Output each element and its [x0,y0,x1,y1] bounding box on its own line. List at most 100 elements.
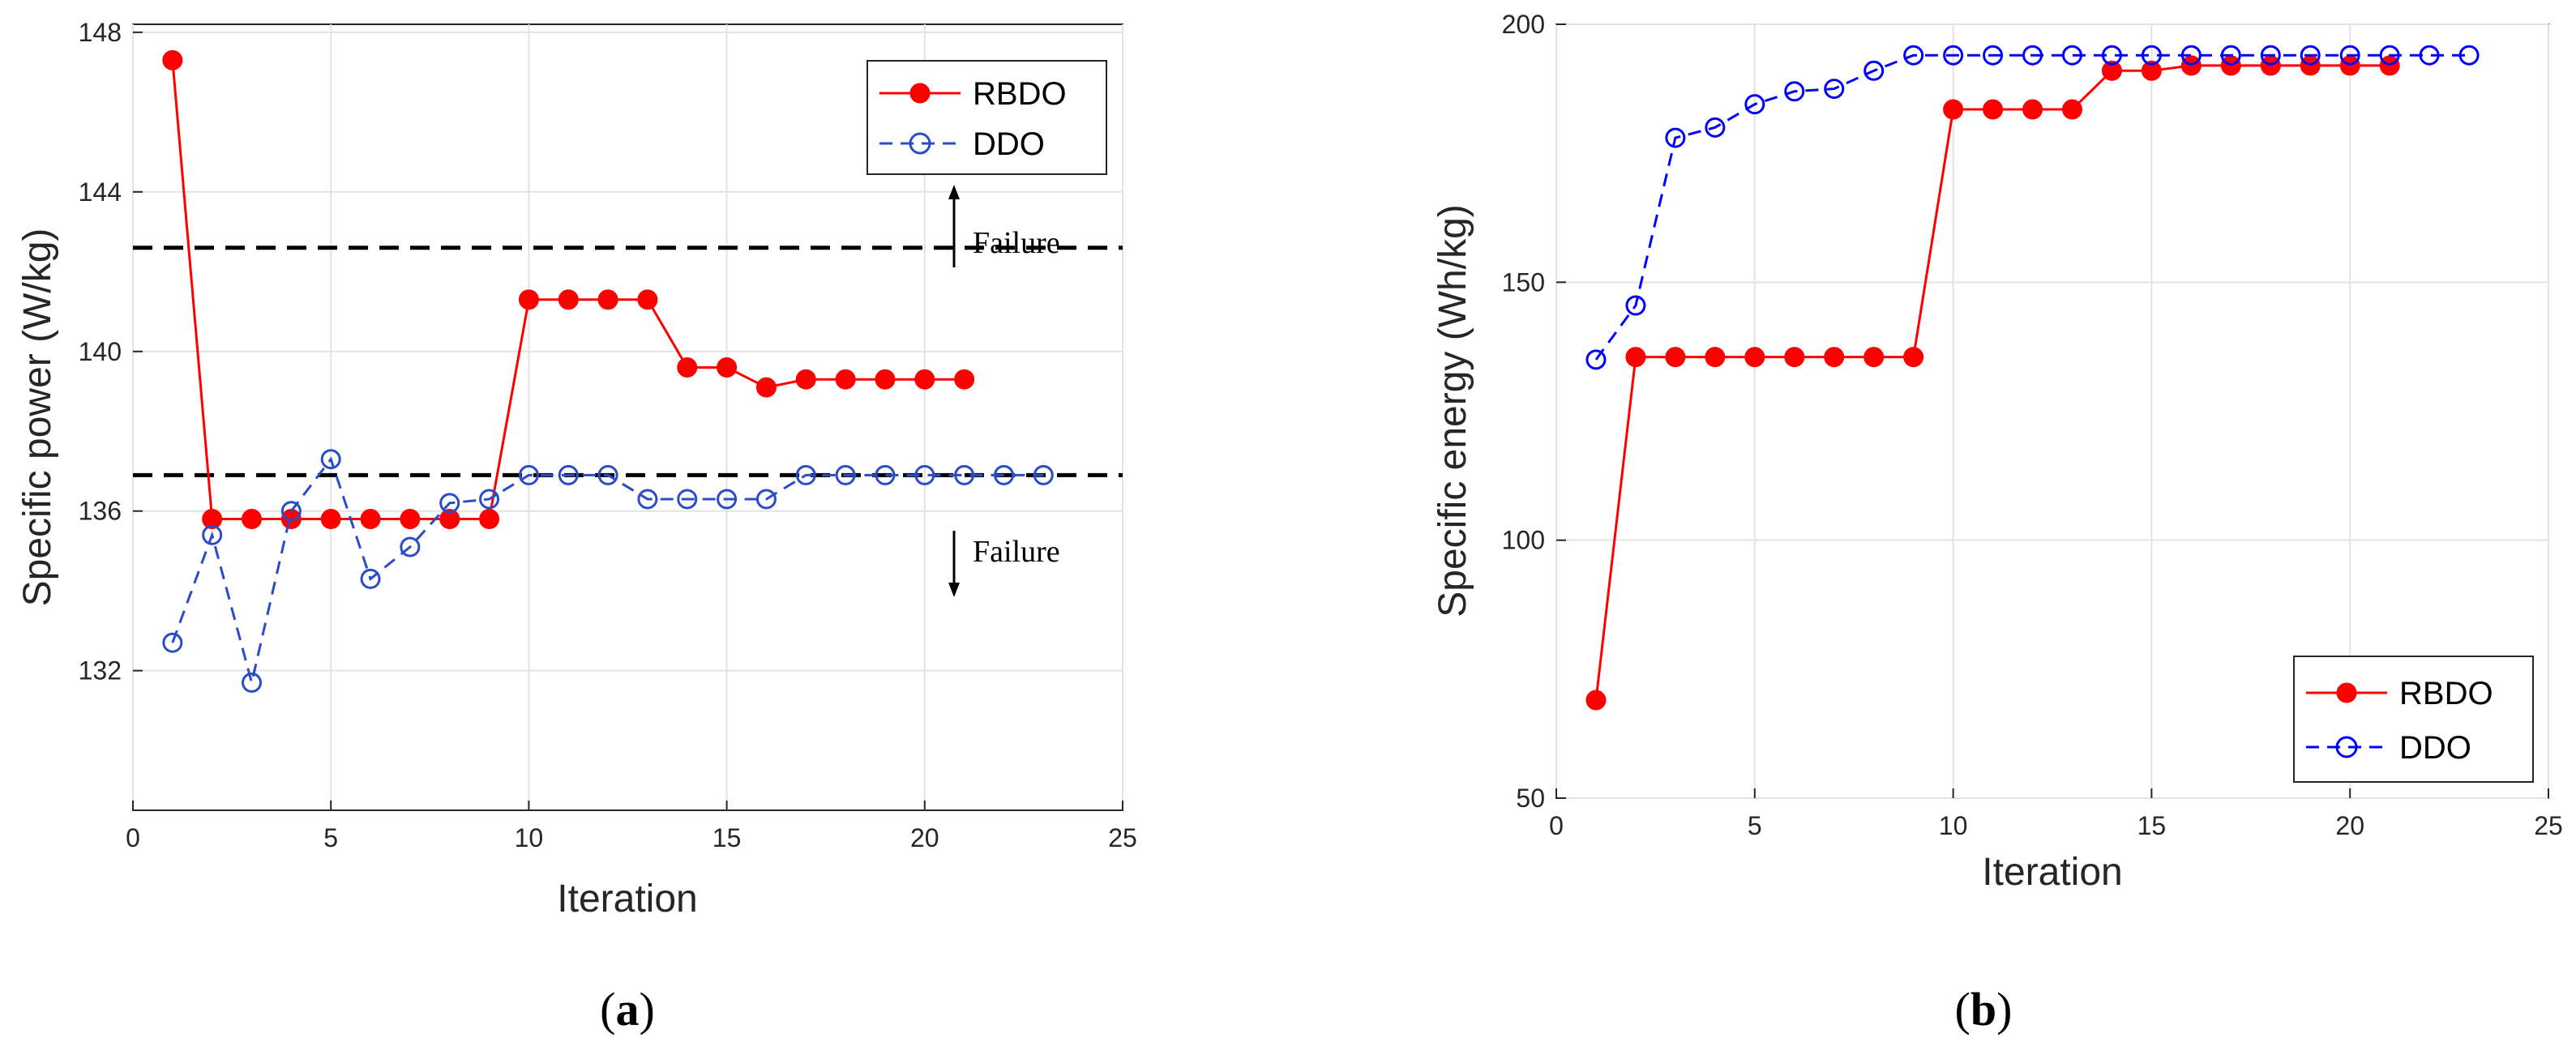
data-point-ddo-a [875,464,896,485]
data-point-ddo-a [914,464,935,485]
data-point-rbdo-b [1585,690,1607,711]
data-point-ddo-a [439,493,460,514]
data-point-ddo-a [400,536,421,557]
data-point-rbdo-b [2141,60,2162,81]
data-point-rbdo-b [2220,55,2241,76]
data-point-ddo-a [755,489,777,510]
data-point-rbdo-a [875,369,896,390]
data-point-ddo-a [993,464,1014,485]
x-axis-title-b: Iteration [1982,851,2122,894]
data-point-rbdo-b [1864,347,1885,368]
legend-entry-rbdo-b: RBDO [2306,676,2493,711]
legend-label-ddo-a: DDO [973,126,1045,162]
legend-entry-ddo-a: DDO [879,126,1045,162]
x-tick-label-b: 20 [2335,811,2364,840]
legend-box-a [867,60,1107,175]
data-point-ddo-a [637,489,658,510]
data-point-ddo-a [597,464,618,485]
data-point-ddo-b [2022,45,2043,66]
legend-box-b [2293,656,2534,783]
data-point-rbdo-a [954,369,975,390]
series-b [1585,45,2480,711]
y-ticks-a: 132 136 140 144 148 [79,18,143,686]
data-point-ddo-a [717,489,738,510]
x-ticks-a: 0 5 10 15 20 25 [126,801,1137,852]
x-tick-label-b: 15 [2137,811,2167,840]
data-point-ddo-b [2061,45,2082,66]
chart-panel-b: 0 5 10 15 20 25 50 100 150 200 RBDO DDO Iteratio… [1431,10,2563,1036]
legend-marker-ddo-b [2335,736,2358,758]
data-point-ddo-b [2379,45,2400,66]
data-point-ddo-b [1943,45,1964,66]
failure-annotation-upper: Failure [948,185,1060,267]
failure-annotation-lower: Failure [948,531,1060,597]
y-tick-label-a: 144 [79,177,122,207]
data-point-ddo-b [2141,45,2162,66]
data-point-rbdo-a [755,377,777,398]
legend-label-rbdo-b: RBDO [2399,676,2493,711]
data-point-rbdo-b [1943,99,1964,120]
data-point-rbdo-a [914,369,935,390]
data-point-rbdo-b [1903,347,1924,368]
data-point-ddo-b [2339,45,2360,66]
data-point-rbdo-b [2260,55,2281,76]
data-point-rbdo-b [2061,99,2082,120]
data-point-rbdo-b [2339,55,2360,76]
y-tick-label-a: 140 [79,337,122,366]
panel-label-b: (b) [1955,983,2013,1036]
data-point-rbdo-b [1824,347,1845,368]
legend-marker-rbdo-b [2336,682,2357,703]
data-point-rbdo-b [2101,60,2122,81]
data-point-rbdo-a [479,509,500,530]
series-line-ddo-b [1594,53,2470,361]
data-point-rbdo-a [360,509,381,530]
data-point-ddo-b [1903,45,1924,66]
data-point-ddo-b [1665,127,1686,148]
data-point-ddo-b [2419,45,2440,66]
legend-b: RBDO DDO [2293,656,2534,783]
data-point-rbdo-a [162,49,183,70]
data-point-ddo-a [202,524,223,545]
data-point-ddo-a [320,449,341,470]
y-tick-label-b: 100 [1502,526,1545,555]
data-point-rbdo-a [400,509,421,530]
data-point-ddo-b [2300,45,2321,66]
data-point-rbdo-b [1983,99,2004,120]
data-point-rbdo-a [320,509,341,530]
y-axis-title-a: Specific power (W/kg) [16,229,59,607]
data-point-rbdo-b [1665,347,1686,368]
data-point-rbdo-b [1625,347,1646,368]
data-point-rbdo-a [242,509,263,530]
failure-label-lower: Failure [973,535,1060,569]
data-point-ddo-b [1744,94,1765,115]
data-point-ddo-b [1864,60,1885,81]
arrowhead-up-icon [948,185,960,199]
legend-label-rbdo-a: RBDO [973,76,1067,112]
data-point-rbdo-b [1744,347,1765,368]
data-point-ddo-b [2180,45,2202,66]
data-point-ddo-b [2458,45,2480,66]
legend-a: RBDO DDO [867,60,1107,175]
data-point-ddo-a [558,464,579,485]
data-point-ddo-b [2220,45,2241,66]
data-point-rbdo-a [835,369,856,390]
x-tick-label-a: 15 [712,823,742,852]
failure-label-upper: Failure [973,226,1060,260]
y-tick-label-b: 200 [1502,10,1545,39]
data-point-ddo-b [1983,45,2004,66]
series-line-ddo-a [171,456,1044,683]
data-point-rbdo-a [637,289,658,310]
y-ticks-b: 50 100 150 200 [1502,10,1566,813]
x-tick-label-b: 5 [1748,811,1762,840]
data-point-ddo-a [518,464,539,485]
data-point-ddo-a [479,489,500,510]
data-point-ddo-b [1625,295,1646,316]
data-point-ddo-a [280,501,302,522]
data-point-rbdo-a [439,509,460,530]
x-tick-label-b: 0 [1549,811,1564,840]
y-tick-label-a: 148 [79,18,122,47]
y-tick-label-b: 150 [1502,267,1545,297]
y-tick-label-a: 132 [79,656,122,686]
y-tick-label-a: 136 [79,497,122,526]
